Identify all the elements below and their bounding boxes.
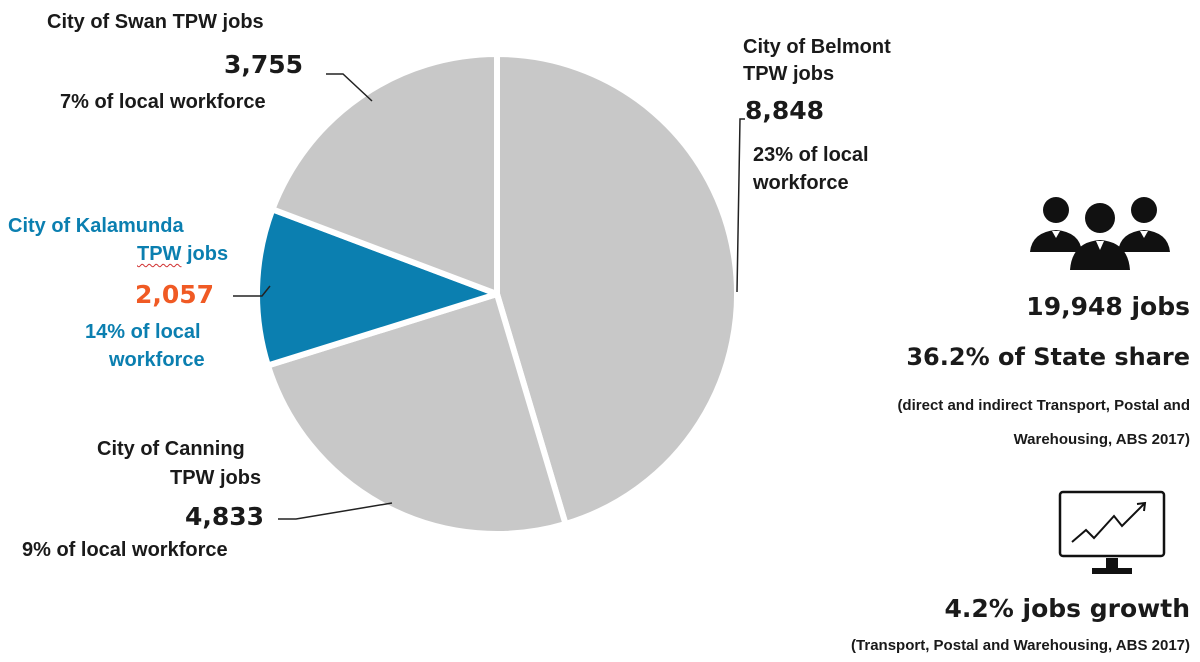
kalamunda-title-line2: TPW jobs bbox=[137, 242, 228, 267]
kalamunda-value: 2,057 bbox=[135, 280, 215, 309]
jobs-growth: 4.2% jobs growth bbox=[944, 594, 1190, 623]
leader-line-swan bbox=[326, 73, 373, 102]
swan-title: City of Swan TPW jobs bbox=[47, 11, 264, 33]
leader-lines bbox=[233, 73, 745, 520]
belmont-percent-line1: 23% of local bbox=[753, 144, 869, 166]
kalamunda-title-tpw: TPW bbox=[137, 243, 182, 265]
belmont-value: 8,848 bbox=[745, 96, 825, 125]
pie-slice-belmont bbox=[494, 51, 740, 528]
leader-line-kalamunda bbox=[233, 285, 271, 297]
canning-value: 4,833 bbox=[185, 502, 265, 531]
kalamunda-title-line1: City of Kalamunda bbox=[8, 215, 184, 237]
kalamunda-title-jobs: jobs bbox=[187, 243, 229, 265]
monitor-chart-icon bbox=[1058, 490, 1168, 582]
leader-line-belmont bbox=[736, 118, 745, 293]
pie-slice-canning bbox=[264, 291, 569, 537]
swan-value: 3,755 bbox=[224, 50, 304, 79]
belmont-title-line2: TPW jobs bbox=[743, 63, 835, 85]
pie-slice-kalamunda bbox=[253, 206, 500, 369]
jobs-growth-note: (Transport, Postal and Warehousing, ABS … bbox=[851, 637, 1190, 654]
pie-slice-swan bbox=[269, 51, 500, 297]
kalamunda-percent-line2: workforce bbox=[109, 349, 205, 371]
total-jobs: 19,948 jobs bbox=[1026, 292, 1190, 321]
canning-title-line2: TPW jobs bbox=[170, 467, 262, 489]
pie-slices bbox=[253, 51, 740, 537]
state-share-note-line2: Warehousing, ABS 2017) bbox=[1013, 431, 1190, 448]
belmont-percent-line2: workforce bbox=[753, 172, 849, 194]
state-share: 36.2% of State share bbox=[906, 343, 1190, 371]
pie-chart bbox=[233, 51, 745, 537]
people-group-icon bbox=[1022, 192, 1180, 272]
state-share-note-line1: (direct and indirect Transport, Postal a… bbox=[897, 397, 1190, 414]
belmont-title-line1: City of Belmont bbox=[743, 36, 891, 58]
kalamunda-percent-line1: 14% of local bbox=[85, 321, 201, 343]
leader-line-canning bbox=[278, 502, 393, 520]
canning-title-line1: City of Canning bbox=[97, 438, 245, 460]
swan-percent: 7% of local workforce bbox=[60, 91, 266, 113]
canning-percent: 9% of local workforce bbox=[22, 539, 228, 561]
